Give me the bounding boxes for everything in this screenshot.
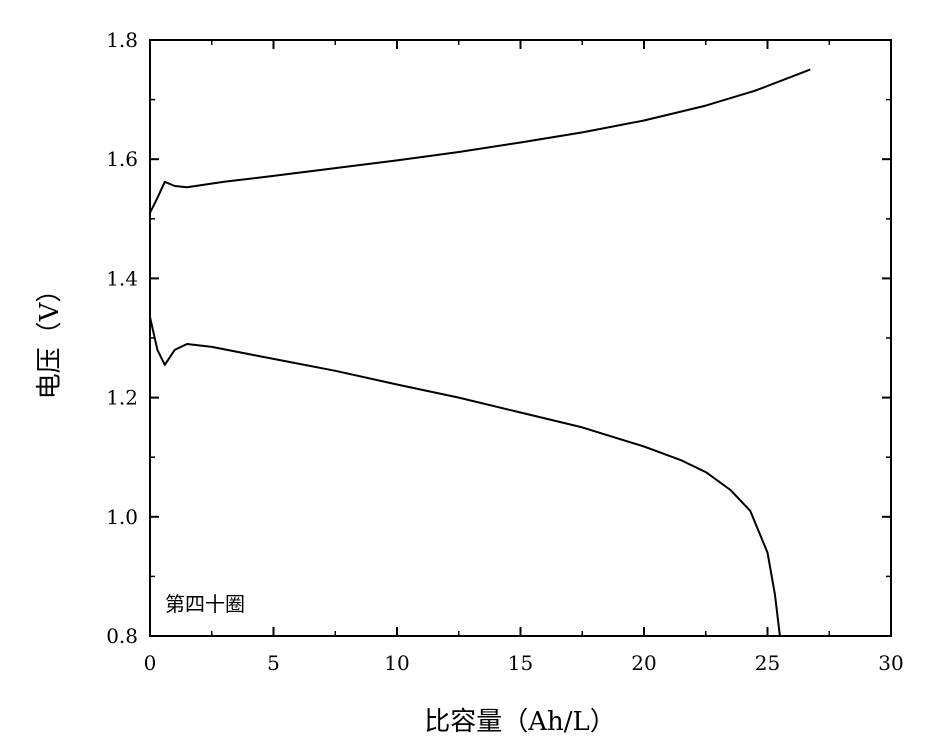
discharge-curve-line <box>150 317 780 636</box>
cycle-annotation: 第四十圈 <box>165 592 245 616</box>
x-tick-label: 25 <box>755 651 780 675</box>
x-tick-label: 10 <box>384 651 409 675</box>
x-axis-title: 比容量（Ah/L） <box>424 707 616 737</box>
x-tick-label: 0 <box>144 651 157 675</box>
y-tick-label: 1.2 <box>106 386 138 410</box>
y-tick-label: 1.6 <box>106 147 138 171</box>
plot-area: 0 5 10 15 20 25 30 0.8 1.0 1.2 1.4 1.6 1.8 <box>106 28 904 675</box>
y-tick-label: 1.4 <box>106 266 138 290</box>
charge-curve-line <box>150 70 810 213</box>
y-tick-label: 0.8 <box>106 624 138 648</box>
x-tick-label: 5 <box>267 651 280 675</box>
plot-frame <box>150 40 891 636</box>
y-tick-label: 1.0 <box>106 505 138 529</box>
y-axis-title: 电压（V） <box>35 277 65 400</box>
x-tick-label: 20 <box>631 651 656 675</box>
x-tick-label: 30 <box>878 651 903 675</box>
x-tick-label: 15 <box>508 651 533 675</box>
y-tick-label: 1.8 <box>106 28 138 52</box>
